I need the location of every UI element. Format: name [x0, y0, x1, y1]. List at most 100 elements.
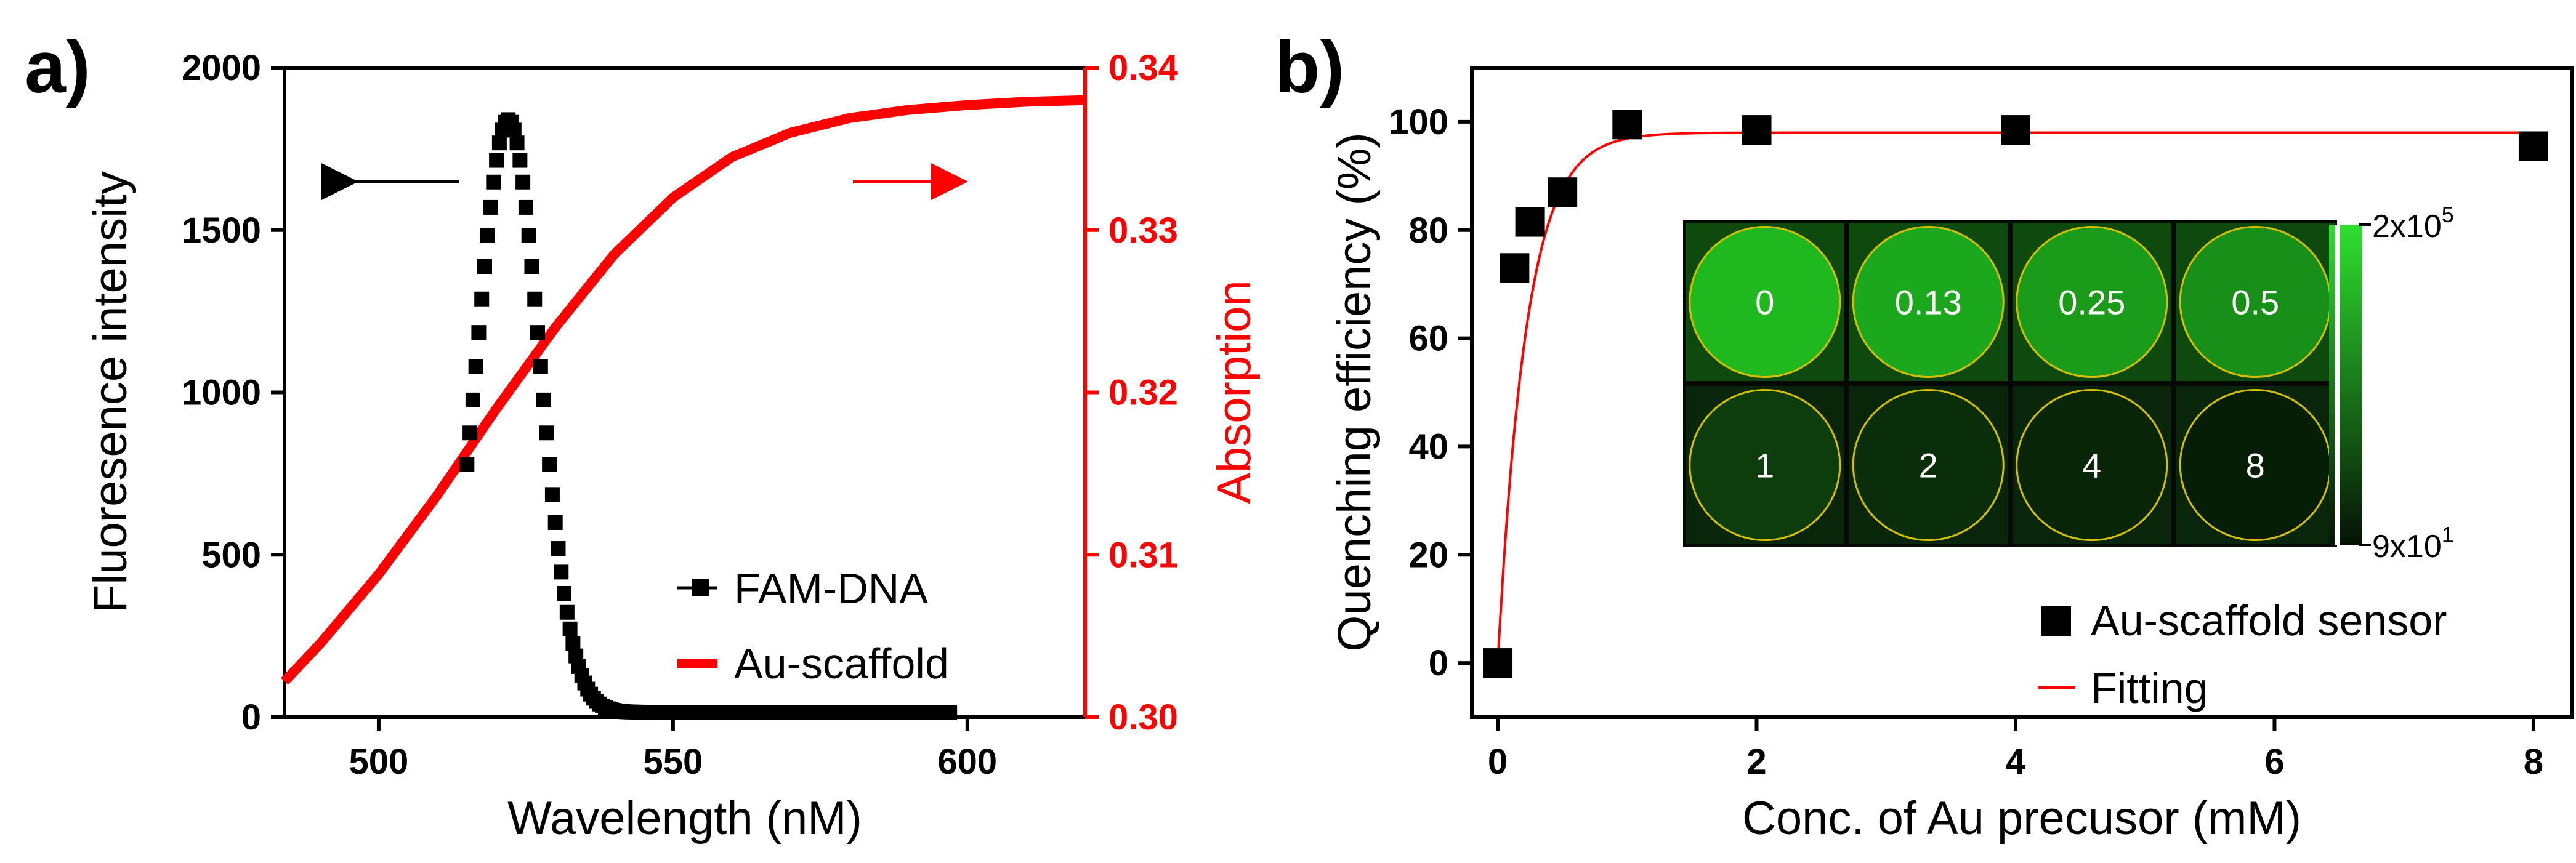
a-fam-dna-point — [533, 359, 548, 374]
b-x-tick-label: 6 — [2264, 742, 2284, 782]
a-x-axis-label: Wavelength (nM) — [507, 792, 862, 845]
b-plot-frame — [1470, 66, 2574, 719]
b-inset-well-label: 0.5 — [2231, 283, 2279, 322]
b-colorbar-max-base: 2x10 — [2372, 209, 2442, 244]
b-y-tick-label: 0 — [1429, 643, 1448, 683]
b-inset-well-label: 0.13 — [1895, 283, 1962, 322]
a-fam-dna-point — [547, 515, 563, 530]
a-y2-tick-label: 0.30 — [1108, 697, 1178, 737]
a-fam-dna-point — [459, 457, 475, 472]
a-fam-dna-point — [483, 199, 498, 215]
panel-a-label: a) — [25, 26, 91, 108]
b-legend-sensor-label: Au-scaffold sensor — [2091, 596, 2447, 644]
a-fam-dna-point — [524, 259, 539, 274]
a-fam-dna-point — [518, 199, 533, 215]
a-fam-dna-point — [515, 174, 531, 190]
a-fam-dna-point — [562, 621, 578, 636]
b-inset-image: 0 0.13 0.25 0.51 2 4 8 2x105 9x101 — [1683, 202, 2454, 564]
a-legend: FAM-DNA Au-scaffold — [677, 564, 949, 688]
b-y-tick-label: 100 — [1389, 102, 1448, 142]
a-legend-au-label: Au-scaffold — [734, 640, 949, 688]
b-legend: Au-scaffold sensor Fitting — [2038, 596, 2447, 712]
b-inset-well — [1689, 389, 1841, 541]
b-sensor-point — [2000, 115, 2030, 145]
a-fam-dna-point — [477, 259, 492, 274]
b-sensor-point — [1612, 110, 1642, 140]
a-fam-dna-point — [542, 457, 557, 472]
b-legend-sensor-marker — [2041, 606, 2071, 636]
a-fam-dna-point — [489, 153, 504, 168]
a-fam-dna-point — [565, 636, 581, 651]
a-y-tick-label: 1500 — [182, 211, 261, 251]
b-inset-well-label: 0 — [1755, 283, 1774, 322]
a-fam-dna-point — [521, 228, 536, 244]
a-y2-axis-label: Absorption — [1208, 280, 1261, 504]
b-x-tick-label: 0 — [1488, 742, 1508, 782]
b-x-tick-label: 4 — [2006, 742, 2025, 782]
b-inset-well — [2016, 226, 2168, 378]
a-y2-tick-label: 0.33 — [1108, 211, 1178, 251]
a-fam-dna-point — [465, 392, 480, 407]
a-x-tick-label: 500 — [349, 742, 409, 782]
a-fam-dna-point — [544, 487, 560, 502]
a-fam-dna-point — [480, 228, 495, 244]
a-fam-dna-point — [491, 135, 507, 151]
b-inset-well — [1689, 226, 1841, 378]
a-y-tick-label: 0 — [241, 697, 261, 737]
a-fam-dna-point — [474, 291, 490, 307]
b-x-tick-label: 8 — [2524, 742, 2543, 782]
b-sensor-point — [1500, 253, 1530, 283]
a-legend-fam-label: FAM-DNA — [734, 564, 928, 612]
a-fam-dna-point — [468, 359, 483, 374]
a-fam-dna-point — [539, 425, 554, 441]
b-inset-well-label: 2 — [1919, 446, 1938, 485]
b-sensor-point — [1515, 207, 1545, 237]
a-y-tick-label: 500 — [201, 535, 261, 575]
a-fam-dna-point — [554, 564, 569, 580]
a-fam-dna-point — [506, 122, 522, 138]
b-inset-well-label: 1 — [1755, 446, 1774, 485]
b-x-axis-label: Conc. of Au precusor (mM) — [1742, 792, 2301, 845]
b-inset-well-label: 8 — [2246, 446, 2265, 485]
a-y-axis-label: Fluoresence intensity — [84, 171, 137, 613]
a-fam-dna-point — [527, 291, 543, 307]
a-fam-dna-point — [942, 705, 958, 720]
b-colorbar — [2329, 225, 2362, 545]
b-sensor-point — [2518, 131, 2548, 161]
b-inset-well — [1852, 389, 2005, 541]
a-y-tick-label: 2000 — [182, 48, 261, 88]
b-colorbar-min-label: 9x101 — [2372, 522, 2454, 564]
b-inset-well-label: 0.25 — [2058, 283, 2125, 322]
b-sensor-point — [1548, 177, 1578, 207]
a-fam-dna-point — [471, 325, 487, 340]
b-legend-fit-label: Fitting — [2091, 664, 2208, 712]
a-fam-dna-point — [530, 325, 546, 340]
a-y2-tick-label: 0.34 — [1108, 48, 1178, 88]
b-x-tick-label: 2 — [1746, 742, 1766, 782]
a-fam-dna-point — [557, 585, 572, 601]
b-inset-well — [1852, 226, 2005, 378]
a-fam-dna-point — [486, 174, 501, 190]
a-fam-dna-point — [536, 392, 551, 407]
a-fam-dna-point — [462, 425, 478, 441]
b-colorbar-min-base: 9x10 — [2372, 529, 2442, 564]
b-colorbar-max-label: 2x105 — [2372, 202, 2454, 244]
b-y-tick-label: 20 — [1408, 535, 1448, 575]
b-inset-well-label: 4 — [2082, 446, 2101, 485]
b-y-tick-label: 60 — [1408, 319, 1448, 359]
panel-b-label: b) — [1275, 26, 1344, 108]
a-y2-tick-label: 0.31 — [1108, 535, 1178, 575]
a-y2-tick-label: 0.32 — [1108, 373, 1178, 413]
a-fam-dna-point — [551, 541, 566, 556]
a-fam-dna-point — [559, 604, 575, 620]
b-y-tick-label: 80 — [1408, 211, 1448, 251]
b-colorbar-max-exp: 5 — [2442, 202, 2454, 227]
b-y-tick-label: 40 — [1408, 427, 1448, 467]
a-fam-dna-point — [512, 153, 528, 168]
b-sensor-point — [1483, 648, 1513, 678]
a-fam-dna-point — [509, 135, 525, 151]
chart-a: 500 550 600 0 500 1000 1500 2000 0.30 0.31 0.32 0.3… — [84, 48, 1261, 845]
b-colorbar-min-exp: 1 — [2442, 522, 2454, 547]
